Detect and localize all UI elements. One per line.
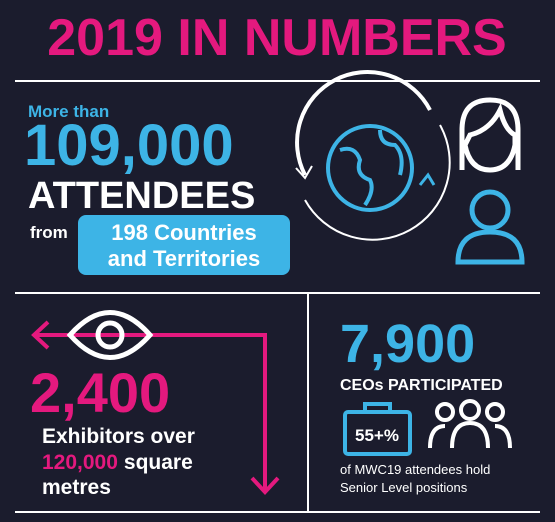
exhibitors-number: 2,400 bbox=[30, 361, 170, 424]
ceos-note: of MWC19 attendees hold bbox=[340, 462, 490, 477]
exhibitors-text: metres bbox=[42, 476, 111, 499]
eye-icon bbox=[66, 310, 154, 360]
attendees-number: 109,000 bbox=[24, 113, 234, 178]
from: from bbox=[30, 223, 68, 242]
briefcase-icon bbox=[343, 402, 412, 456]
title: 2019 IN NUMBERS bbox=[47, 9, 506, 67]
attendees-label: ATTENDEES bbox=[28, 175, 255, 217]
person-icon bbox=[455, 97, 525, 265]
badge: 55+% bbox=[355, 426, 399, 445]
prefix: More than bbox=[28, 102, 109, 121]
area-unit: square bbox=[124, 451, 193, 474]
globe-icon bbox=[295, 70, 451, 241]
exhibitors-text: 120,000 square bbox=[42, 451, 193, 474]
countries: and Territories bbox=[108, 246, 260, 271]
ceos-number: 7,900 bbox=[340, 314, 475, 374]
countries: 198 Countries bbox=[111, 220, 257, 245]
ceos-note: Senior Level positions bbox=[340, 480, 468, 495]
countries-box bbox=[78, 215, 290, 275]
area: 120,000 bbox=[42, 451, 118, 474]
exhibitors-text: Exhibitors over bbox=[42, 425, 195, 448]
people-icon bbox=[428, 399, 512, 449]
ceos-label: CEOs PARTICIPATED bbox=[340, 377, 503, 394]
arrow bbox=[31, 320, 280, 495]
